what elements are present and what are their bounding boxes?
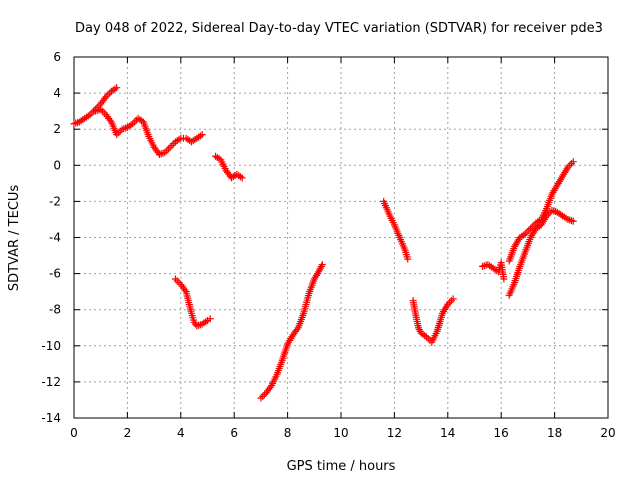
x-tick-label: 8 [284, 426, 292, 440]
x-tick-label: 10 [333, 426, 348, 440]
y-tick-label: 6 [53, 50, 61, 64]
data-point [238, 174, 246, 182]
y-tick-labels: -14 -12 -10 -8 -6 -4 -2 0 2 4 6 [41, 50, 61, 425]
axis-ticks [73, 56, 609, 419]
data-point [98, 107, 106, 115]
x-axis-title: GPS time / hours [287, 459, 396, 474]
y-tick-label: 0 [53, 158, 61, 172]
x-tick-labels: 0 2 4 6 8 10 12 14 16 18 20 [70, 426, 615, 440]
data-point [206, 315, 214, 323]
data-point [479, 262, 487, 270]
y-tick-label: -8 [49, 303, 61, 317]
x-tick-label: 20 [600, 426, 615, 440]
series-arc-1 [70, 84, 121, 128]
data-point [173, 277, 181, 285]
data-point [166, 143, 174, 151]
x-tick-label: 0 [70, 426, 78, 440]
data-points [70, 84, 577, 402]
data-point [404, 255, 412, 263]
x-tick-label: 14 [440, 426, 455, 440]
x-tick-label: 18 [547, 426, 562, 440]
y-axis-title: SDTVAR / TECUs [7, 185, 22, 292]
y-tick-label: -14 [41, 411, 61, 425]
series-arc-4 [171, 275, 214, 330]
data-point [104, 91, 112, 99]
series-arc-5 [257, 261, 326, 402]
y-tick-label: -10 [41, 339, 61, 353]
data-point [161, 149, 169, 157]
y-tick-label: -12 [41, 375, 61, 389]
grid [74, 57, 608, 418]
x-tick-label: 12 [387, 426, 402, 440]
data-point [171, 275, 179, 283]
data-point [113, 84, 121, 92]
y-tick-label: 2 [53, 122, 61, 136]
y-tick-label: -4 [49, 231, 61, 245]
data-point [569, 158, 577, 166]
data-point [91, 107, 99, 115]
data-point [449, 295, 457, 303]
x-tick-label: 6 [230, 426, 238, 440]
data-point [168, 141, 176, 149]
series-arc-10 [505, 158, 577, 265]
data-point [132, 116, 140, 124]
series-arc-2 [91, 105, 206, 158]
y-tick-label: 4 [53, 86, 61, 100]
data-point [198, 131, 206, 139]
data-point [569, 217, 577, 225]
data-point [500, 275, 508, 283]
series-arc-6 [380, 197, 412, 263]
data-point [257, 394, 265, 402]
data-point [70, 120, 78, 128]
series-arc-8 [479, 259, 508, 283]
data-point [260, 391, 268, 399]
data-point [568, 159, 576, 167]
data-point [318, 261, 326, 269]
data-point [164, 145, 172, 153]
data-point [97, 105, 105, 113]
data-point [175, 279, 183, 287]
data-point [118, 125, 126, 133]
chart-title: Day 048 of 2022, Sidereal Day-to-day VTE… [75, 21, 603, 36]
y-tick-label: -2 [49, 194, 61, 208]
data-point [482, 261, 490, 269]
x-tick-label: 4 [177, 426, 185, 440]
data-point [415, 326, 423, 334]
series-arc-3 [212, 152, 246, 182]
data-point [259, 392, 267, 400]
x-tick-label: 2 [124, 426, 132, 440]
data-point [447, 297, 455, 305]
y-tick-label: -6 [49, 267, 61, 281]
x-tick-label: 16 [494, 426, 509, 440]
series-arc-7 [409, 295, 457, 346]
series-arc-9 [505, 206, 577, 299]
